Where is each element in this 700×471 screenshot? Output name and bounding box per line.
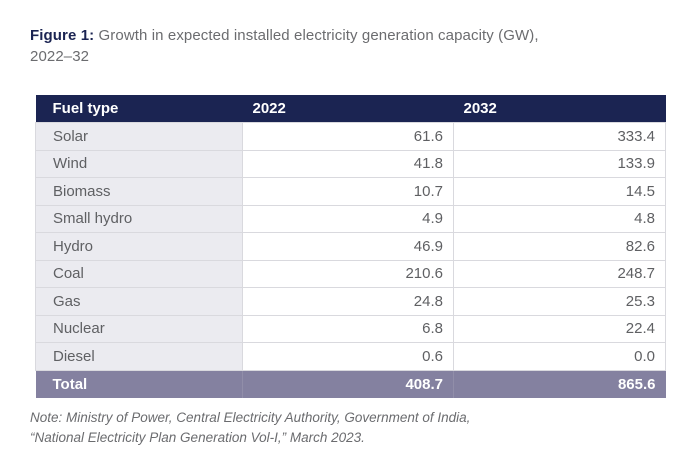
- fuel-cell: Wind: [35, 149, 243, 178]
- value-2022-cell: 210.6: [242, 259, 454, 288]
- value-2032-cell: 248.7: [453, 259, 666, 288]
- table-row: Small hydro 4.9 4.8: [35, 204, 666, 233]
- fuel-cell: Nuclear: [35, 314, 243, 343]
- fuel-cell: Hydro: [35, 232, 243, 261]
- fuel-cell: Small hydro: [35, 204, 243, 233]
- value-2022-cell: 6.8: [242, 314, 454, 343]
- table-row: Nuclear 6.8 22.4: [35, 314, 666, 343]
- source-note-line2: “National Electricity Plan Generation Vo…: [30, 430, 365, 445]
- value-2022-cell: 10.7: [242, 177, 454, 206]
- table-row: Wind 41.8 133.9: [35, 149, 666, 178]
- table-row: Solar 61.6 333.4: [35, 122, 666, 151]
- figure-title-line1: Growth in expected installed electricity…: [94, 27, 539, 44]
- value-2032-cell: 25.3: [453, 287, 666, 316]
- value-2032-cell: 333.4: [453, 122, 666, 151]
- table-row: Hydro 46.9 82.6: [35, 232, 666, 261]
- total-2032-cell: 865.6: [453, 370, 666, 398]
- figure-label: Figure 1:: [30, 27, 95, 44]
- figure-title-line2: 2022–32: [30, 48, 90, 65]
- table-row: Coal 210.6 248.7: [35, 259, 666, 288]
- source-note: Note: Ministry of Power, Central Electri…: [30, 408, 670, 448]
- value-2032-cell: 133.9: [453, 149, 666, 178]
- value-2032-cell: 82.6: [453, 232, 666, 261]
- table-row: Diesel 0.6 0.0: [35, 342, 666, 371]
- capacity-table: Fuel type 2022 2032 Solar 61.6 333.4 Win…: [35, 95, 666, 398]
- value-2022-cell: 0.6: [242, 342, 454, 371]
- value-2032-cell: 0.0: [453, 342, 666, 371]
- header-row: Fuel type 2022 2032: [35, 95, 666, 123]
- fuel-cell: Biomass: [35, 177, 243, 206]
- value-2022-cell: 24.8: [242, 287, 454, 316]
- header-2022: 2022: [242, 95, 454, 123]
- table-row: Gas 24.8 25.3: [35, 287, 666, 316]
- total-row: Total 408.7 865.6: [35, 370, 666, 398]
- fuel-cell: Coal: [35, 259, 243, 288]
- table-header: Fuel type 2022 2032: [35, 95, 666, 123]
- fuel-cell: Solar: [35, 122, 243, 151]
- header-2032: 2032: [453, 95, 666, 123]
- header-fuel-type: Fuel type: [35, 95, 243, 123]
- table-row: Biomass 10.7 14.5: [35, 177, 666, 206]
- value-2032-cell: 4.8: [453, 204, 666, 233]
- total-2022-cell: 408.7: [242, 370, 454, 398]
- value-2022-cell: 46.9: [242, 232, 454, 261]
- fuel-cell: Diesel: [35, 342, 243, 371]
- value-2032-cell: 22.4: [453, 314, 666, 343]
- value-2022-cell: 4.9: [242, 204, 454, 233]
- value-2022-cell: 41.8: [242, 149, 454, 178]
- table-footer: Total 408.7 865.6: [35, 370, 666, 398]
- figure-title: Figure 1: Growth in expected installed e…: [30, 25, 670, 67]
- total-label-cell: Total: [35, 370, 243, 398]
- value-2022-cell: 61.6: [242, 122, 454, 151]
- source-note-line1: Note: Ministry of Power, Central Electri…: [30, 410, 471, 425]
- value-2032-cell: 14.5: [453, 177, 666, 206]
- fuel-cell: Gas: [35, 287, 243, 316]
